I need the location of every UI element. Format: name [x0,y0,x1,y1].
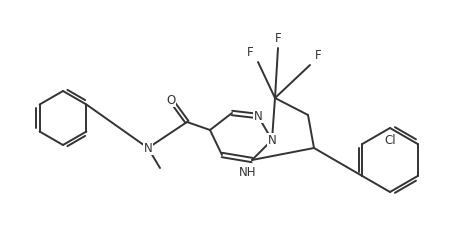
Text: N: N [253,109,262,123]
Text: Cl: Cl [383,133,395,146]
Text: F: F [246,46,253,59]
Text: NH: NH [239,165,256,178]
Text: N: N [143,141,152,155]
Text: N: N [267,133,276,146]
Text: F: F [314,49,321,61]
Text: O: O [166,94,175,106]
Text: F: F [274,32,281,45]
